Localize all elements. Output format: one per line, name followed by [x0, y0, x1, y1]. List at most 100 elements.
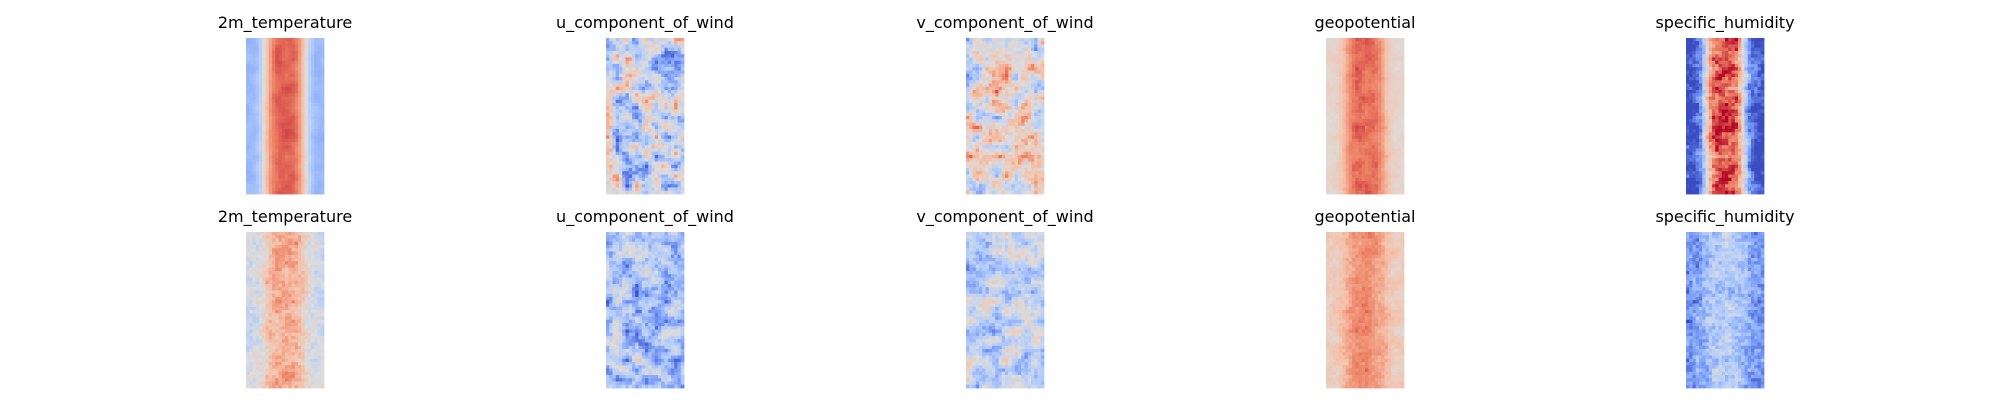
heatmap-cell	[979, 138, 983, 143]
heatmap-cell	[1387, 119, 1392, 123]
heatmap-cell	[1339, 187, 1343, 192]
heatmap-cell	[1368, 187, 1372, 192]
heatmap-cell	[268, 54, 273, 58]
heatmap-cell	[291, 177, 296, 182]
heatmap-cell	[606, 80, 610, 84]
heatmap-cell	[1365, 177, 1369, 182]
heatmap-cell	[1757, 80, 1762, 84]
heatmap-cell	[641, 96, 646, 101]
heatmap-cell	[966, 90, 970, 94]
heatmap-cell	[1342, 93, 1346, 97]
heatmap-cell	[265, 93, 270, 97]
heatmap-cell	[671, 38, 675, 42]
heatmap-cell	[658, 80, 662, 84]
heatmap-cell	[265, 151, 270, 156]
heatmap-cell	[635, 90, 639, 94]
heatmap-cell	[1005, 135, 1009, 140]
heatmap-cell	[1374, 106, 1379, 110]
heatmap-cell	[304, 161, 309, 166]
heatmap-cell	[988, 142, 993, 146]
heatmap-cell	[1391, 80, 1395, 84]
heatmap-cell	[1734, 51, 1739, 55]
heatmap-cell	[255, 70, 260, 75]
heatmap-cell	[1391, 151, 1395, 156]
heatmap-cell	[995, 135, 999, 140]
heatmap-cell	[641, 125, 646, 130]
heatmap-cell	[1725, 47, 1729, 52]
heatmap-cell	[1391, 67, 1395, 71]
heatmap-cell	[1014, 171, 1019, 175]
heatmap-cell	[615, 184, 620, 188]
heatmap-cell	[1394, 83, 1398, 88]
heatmap-cell	[985, 161, 990, 166]
heatmap-cell	[1008, 106, 1012, 110]
heatmap-cell	[622, 161, 626, 166]
heatmap-cell	[975, 142, 980, 146]
heatmap-cell	[249, 41, 253, 45]
heatmap-cell	[1008, 116, 1012, 120]
heatmap-cell	[314, 86, 318, 91]
heatmap-cell	[1400, 54, 1405, 58]
heatmap-cell	[966, 44, 970, 49]
heatmap-cell	[661, 116, 665, 120]
heatmap-cell	[988, 161, 993, 166]
heatmap-cell	[661, 112, 665, 117]
heatmap-cell	[278, 164, 283, 169]
heatmap-cell	[622, 187, 626, 192]
heatmap-cell	[1715, 51, 1719, 55]
heatmap-cell	[658, 54, 662, 58]
heatmap-cell	[298, 90, 302, 94]
heatmap-cell	[298, 158, 302, 162]
heatmap-cell	[291, 109, 296, 114]
heatmap-cell	[1018, 122, 1022, 127]
heatmap-cell	[1005, 177, 1009, 182]
heatmap-cell	[1329, 64, 1333, 68]
heatmap-cell	[606, 119, 610, 123]
heatmap-cell	[1378, 158, 1382, 162]
heatmap-cell	[1352, 103, 1356, 107]
heatmap-cell	[985, 177, 990, 182]
heatmap-cell	[265, 164, 270, 169]
heatmap-cell	[1329, 77, 1333, 81]
heatmap-cell	[1384, 174, 1389, 179]
heatmap-cell	[1365, 116, 1369, 120]
heatmap-cell	[314, 90, 318, 94]
heatmap-cell	[1001, 164, 1006, 169]
heatmap-cell	[252, 103, 257, 107]
heatmap-cell	[1738, 86, 1742, 91]
heatmap-cell	[262, 106, 266, 110]
heatmap-cell	[249, 161, 253, 166]
heatmap-cell	[979, 44, 983, 49]
heatmap-cell	[1358, 41, 1363, 45]
heatmap-cell	[1001, 132, 1006, 136]
heatmap-cell	[641, 77, 646, 81]
heatmap-cell	[1387, 177, 1392, 182]
heatmap-cell	[275, 122, 279, 127]
heatmap-cell	[320, 38, 325, 42]
heatmap-cell	[1326, 103, 1330, 107]
heatmap-cell	[1037, 138, 1042, 143]
heatmap-cell	[609, 142, 613, 146]
heatmap-cell	[632, 161, 636, 166]
heatmap-cell	[664, 54, 669, 58]
heatmap-cell	[246, 148, 250, 153]
heatmap-cell	[677, 122, 682, 127]
heatmap-cell	[285, 70, 289, 75]
heatmap-cell	[1725, 44, 1729, 49]
heatmap-cell	[612, 138, 617, 143]
heatmap-cell	[291, 41, 296, 45]
heatmap-cell	[1326, 67, 1330, 71]
heatmap-cell	[661, 135, 665, 140]
heatmap-cell	[1365, 145, 1369, 149]
heatmap-cell	[288, 142, 292, 146]
heatmap-cell	[677, 190, 682, 195]
heatmap-cell	[651, 184, 656, 188]
heatmap-cell	[625, 148, 630, 153]
heatmap-cell	[1005, 171, 1009, 175]
heatmap-cell	[1381, 41, 1385, 45]
heatmap-cell	[641, 129, 646, 133]
heatmap-cell	[1342, 67, 1346, 71]
heatmap-cell	[648, 142, 652, 146]
heatmap-cell	[1695, 57, 1700, 62]
heatmap-cell	[1391, 174, 1395, 179]
